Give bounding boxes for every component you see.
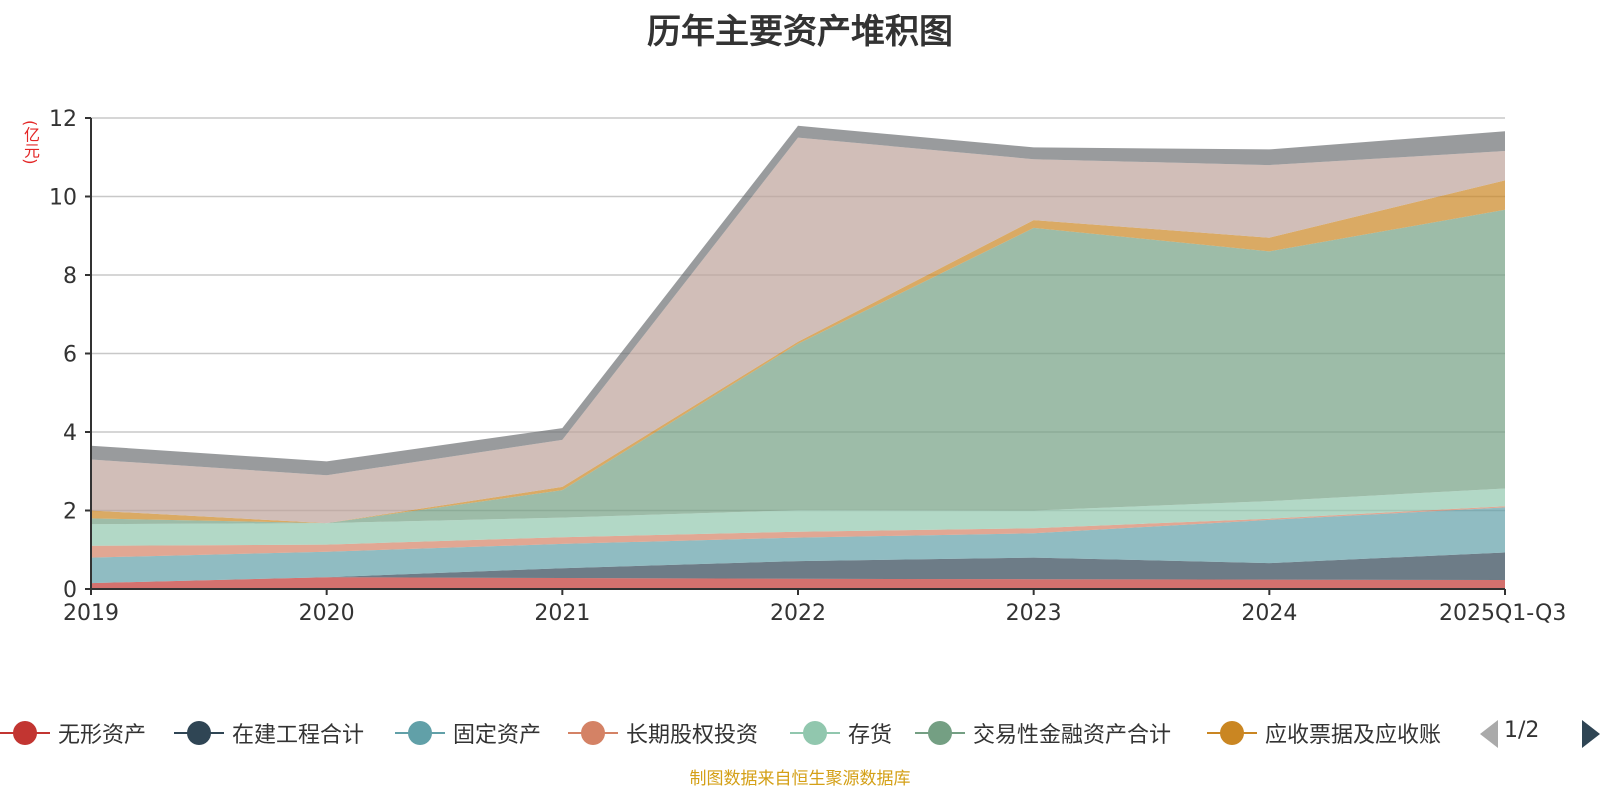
y-tick-label: 6 (63, 343, 77, 368)
area-series-1[interactable] (91, 552, 1505, 584)
legend-next-page-button[interactable] (1582, 720, 1600, 748)
legend-item[interactable]: 无形资产 (0, 715, 146, 751)
legend-label: 固定资产 (453, 723, 542, 748)
legend-item[interactable]: 固定资产 (395, 715, 541, 751)
y-tick-label: 12 (49, 107, 77, 132)
legend: 无形资产 在建工程合计 固定资产 长期股权投资 存货 交易性金融资产合计 应收票据及应收账 (0, 715, 1600, 755)
legend-label: 应收票据及应收账 (1265, 723, 1442, 748)
y-tick-label: 0 (63, 578, 77, 603)
legend-marker-icon (568, 715, 618, 751)
legend-label: 长期股权投资 (626, 723, 759, 748)
legend-label: 存货 (848, 723, 893, 748)
x-tick-label: 2024 (1241, 601, 1297, 626)
area-series-3[interactable] (91, 506, 1505, 558)
legend-marker-icon (395, 715, 445, 751)
legend-label: 在建工程合计 (232, 723, 365, 748)
x-tick-label: 2023 (1006, 601, 1062, 626)
legend-marker-icon (790, 715, 840, 751)
area-series-4[interactable] (91, 488, 1505, 546)
legend-item[interactable]: 在建工程合计 (174, 715, 364, 751)
legend-prev-page-button[interactable] (1480, 720, 1498, 748)
area-series-2[interactable] (91, 507, 1505, 584)
y-tick-labels: 0 2 4 6 8 10 12 (49, 107, 77, 603)
axes (85, 117, 1506, 595)
area-series-5[interactable] (91, 209, 1505, 525)
x-tick-label: 2022 (770, 601, 826, 626)
legend-marker-icon (0, 715, 50, 751)
stacked-area-chart: 0 2 4 6 8 10 12 2019 2020 2021 2022 2023 2024 2025Q1… (49, 107, 1566, 626)
x-tick-label: 2021 (534, 601, 590, 626)
area-series-0[interactable] (91, 577, 1505, 589)
y-tick-label: 2 (63, 500, 77, 525)
legend-pager: 1/2 (1470, 716, 1600, 752)
y-tick-label: 4 (63, 421, 77, 446)
y-tick-label: 10 (49, 186, 77, 211)
legend-marker-icon (174, 715, 224, 751)
x-tick-label: 2025Q1-Q3 (1439, 601, 1566, 626)
source-note: 制图数据来自恒生聚源数据库 (689, 769, 911, 789)
chart-title: 历年主要资产堆积图 (647, 12, 953, 52)
y-axis-unit-label: (亿元) (21, 120, 40, 165)
legend-label: 无形资产 (58, 723, 147, 748)
legend-item[interactable]: 长期股权投资 (568, 715, 758, 751)
legend-item[interactable]: 存货 (790, 715, 892, 751)
legend-item[interactable]: 应收票据及应收账 (1207, 715, 1441, 751)
legend-marker-icon (1207, 715, 1257, 751)
legend-marker-icon (915, 715, 965, 751)
x-tick-labels: 2019 2020 2021 2022 2023 2024 2025Q1-Q3 (63, 601, 1566, 626)
area-series-7[interactable] (91, 137, 1505, 524)
y-tick-label: 8 (63, 264, 77, 289)
x-tick-label: 2020 (299, 601, 355, 626)
legend-label: 交易性金融资产合计 (973, 723, 1172, 748)
legend-page-indicator: 1/2 (1504, 718, 1540, 743)
area-series (91, 125, 1505, 589)
x-tick-label: 2019 (63, 601, 119, 626)
legend-item[interactable]: 交易性金融资产合计 (915, 715, 1171, 751)
